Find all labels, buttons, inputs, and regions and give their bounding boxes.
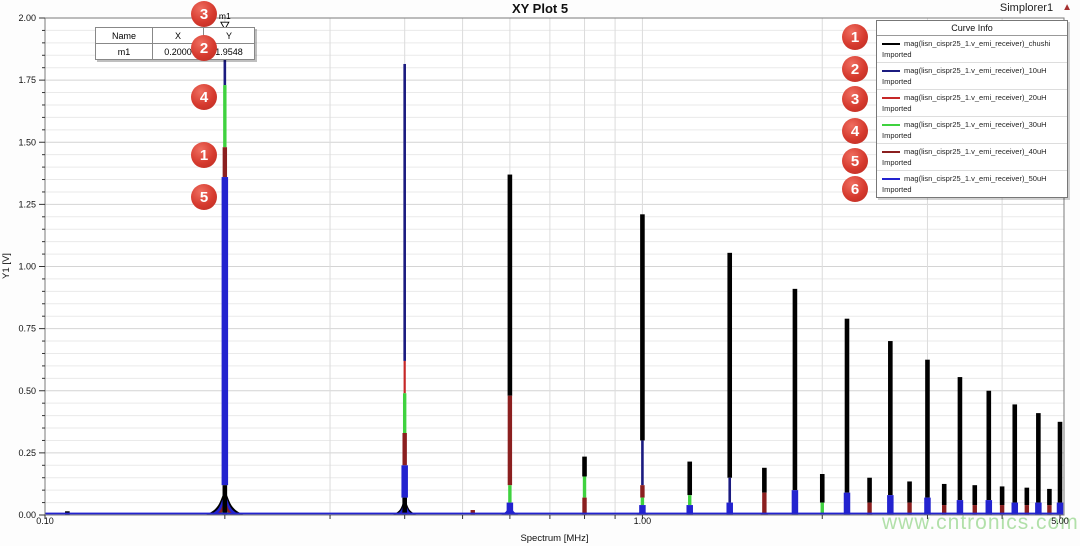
legend-swatch-line (882, 43, 900, 46)
legend-entry-1[interactable]: mag(lisn_cispr25_1.v_emi_receiver)_chush… (877, 36, 1067, 63)
svg-text:0.75: 0.75 (18, 324, 36, 334)
legend-entry-label: mag(lisn_cispr25_1.v_emi_receiver)_40uH (882, 147, 1065, 156)
annotation-badge-3: 3 (191, 1, 217, 27)
marker-table[interactable]: Name X Y m1 0.2000 1.9548 (95, 27, 255, 60)
legend-entry-label: mag(lisn_cispr25_1.v_emi_receiver)_10uH (882, 66, 1065, 75)
annotation-badge-5: 5 (191, 184, 217, 210)
legend-swatch-line (882, 70, 900, 73)
annotation-badge-3: 3 (842, 86, 868, 112)
simplorer-triangle-icon: ▲ (1062, 2, 1072, 13)
legend-entry-4[interactable]: mag(lisn_cispr25_1.v_emi_receiver)_30uH I… (877, 117, 1067, 144)
legend-entry-6[interactable]: mag(lisn_cispr25_1.v_emi_receiver)_50uH I… (877, 171, 1067, 197)
legend-entry-label: mag(lisn_cispr25_1.v_emi_receiver)_20uH (882, 93, 1065, 102)
annotation-badge-1: 1 (842, 24, 868, 50)
marker-m1[interactable]: m1 (219, 11, 231, 31)
legend-entry-5[interactable]: mag(lisn_cispr25_1.v_emi_receiver)_40uH I… (877, 144, 1067, 171)
legend-swatch-line (882, 178, 900, 181)
svg-text:0.50: 0.50 (18, 386, 36, 396)
legend-swatch-line (882, 124, 900, 127)
svg-text:5.00: 5.00 (1051, 516, 1069, 526)
marker-row: m1 0.2000 1.9548 (95, 43, 255, 60)
legend-entry-sublabel: Imported (882, 185, 912, 194)
annotation-badge-1: 1 (191, 142, 217, 168)
svg-text:0.00: 0.00 (18, 510, 36, 520)
svg-text:0.10: 0.10 (36, 516, 54, 526)
annotation-badge-4: 4 (842, 118, 868, 144)
legend-entry-3[interactable]: mag(lisn_cispr25_1.v_emi_receiver)_20uH I… (877, 90, 1067, 117)
legend-entry-sublabel: Imported (882, 50, 912, 59)
annotation-badge-5: 5 (842, 148, 868, 174)
annotation-badge-4: 4 (191, 84, 217, 110)
page-title: XY Plot 5 (511, 1, 569, 16)
marker-table-body: m1 0.2000 1.9548 (95, 43, 255, 60)
svg-text:1.50: 1.50 (18, 137, 36, 147)
legend-entry-sublabel: Imported (882, 77, 912, 86)
app-label: Simplorer1 ▲ (1000, 2, 1072, 14)
legend-entry-sublabel: Imported (882, 158, 912, 167)
legend-entry-2[interactable]: mag(lisn_cispr25_1.v_emi_receiver)_10uH I… (877, 63, 1067, 90)
baseline-trace (45, 512, 1060, 515)
svg-text:0.25: 0.25 (18, 448, 36, 458)
legend-entry-sublabel: Imported (882, 131, 912, 140)
x-axis-title: Spectrum [MHz] (520, 533, 588, 544)
svg-text:2.00: 2.00 (18, 13, 36, 23)
legend-entry-sublabel: Imported (882, 104, 912, 113)
marker-table-header: Name X Y (95, 27, 255, 44)
legend-entry-label: mag(lisn_cispr25_1.v_emi_receiver)_30uH (882, 120, 1065, 129)
axes: 0.00 0.25 0.50 0.75 1.00 1.25 1.50 1.75 2.00 0.10… (18, 13, 1068, 526)
legend-entry-label: mag(lisn_cispr25_1.v_emi_receiver)_50uH (882, 174, 1065, 183)
annotation-badge-2: 2 (842, 56, 868, 82)
y-axis-title: Y1 [V] (1, 253, 12, 279)
legend-swatch-line (882, 151, 900, 154)
marker-cell: m1 (95, 43, 153, 60)
svg-text:1.00: 1.00 (634, 516, 652, 526)
watermark: www.cntronics.com (882, 511, 1079, 534)
legend-swatch-line (882, 97, 900, 100)
svg-text:m1: m1 (219, 11, 231, 21)
legend-title: Curve Info (877, 21, 1067, 36)
svg-text:1.75: 1.75 (18, 75, 36, 85)
svg-text:1.25: 1.25 (18, 199, 36, 209)
spectrum-spikes (65, 29, 1064, 515)
curve-info-legend[interactable]: Curve Info mag(lisn_cispr25_1.v_emi_rece… (876, 20, 1068, 198)
annotation-badge-2: 2 (191, 35, 217, 61)
app-label-text: Simplorer1 (999, 2, 1054, 14)
annotation-badge-6: 6 (842, 176, 868, 202)
legend-entry-label: mag(lisn_cispr25_1.v_emi_receiver)_chush… (882, 39, 1065, 48)
svg-text:1.00: 1.00 (18, 262, 36, 272)
marker-col-name: Name (95, 27, 153, 44)
